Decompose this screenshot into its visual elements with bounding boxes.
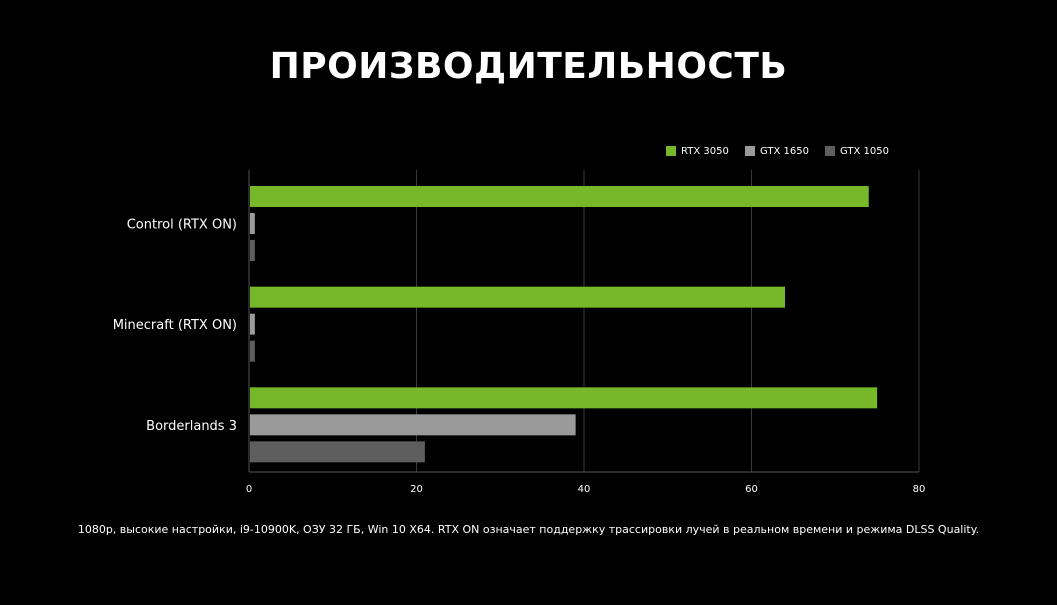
chart-legend: RTX 3050 GTX 1650 GTX 1050 xyxy=(666,146,889,157)
x-tick-label: 20 xyxy=(410,484,423,495)
bar-gtx-1050-2 xyxy=(250,441,425,463)
bar-gtx-1050-1 xyxy=(250,340,255,362)
x-axis-ticks: 0 20 40 60 80 xyxy=(246,484,926,495)
bar-rtx-3050-2 xyxy=(250,387,878,409)
bar-gtx-1650-2 xyxy=(250,414,576,436)
category-label: Minecraft (RTX ON) xyxy=(113,318,237,333)
footnote: 1080р, высокие настройки, i9-10900K, ОЗУ… xyxy=(77,523,980,536)
bar-gtx-1650-0 xyxy=(250,213,255,234)
legend-swatch xyxy=(745,146,755,156)
bar-gtx-1650-1 xyxy=(250,313,255,335)
bar-rtx-3050-0 xyxy=(250,186,869,207)
page-title: ПРОИЗВОДИТЕЛЬНОСТЬ xyxy=(269,46,788,87)
x-tick-label: 60 xyxy=(745,484,758,495)
legend-label: GTX 1650 xyxy=(760,146,809,157)
legend-swatch xyxy=(825,146,835,156)
chart-bars xyxy=(250,186,878,463)
category-label: Control (RTX ON) xyxy=(127,218,237,233)
category-labels: Control (RTX ON) Minecraft (RTX ON) Border… xyxy=(113,218,237,434)
chart-gridlines xyxy=(248,170,920,473)
x-tick-label: 80 xyxy=(913,484,926,495)
legend-label: RTX 3050 xyxy=(681,146,729,157)
legend-swatch xyxy=(666,146,676,156)
bar-gtx-1050-0 xyxy=(250,240,255,261)
bar-rtx-3050-1 xyxy=(250,286,785,308)
x-tick-label: 0 xyxy=(246,484,252,495)
legend-label: GTX 1050 xyxy=(840,146,889,157)
category-label: Borderlands 3 xyxy=(146,419,237,434)
x-tick-label: 40 xyxy=(578,484,591,495)
